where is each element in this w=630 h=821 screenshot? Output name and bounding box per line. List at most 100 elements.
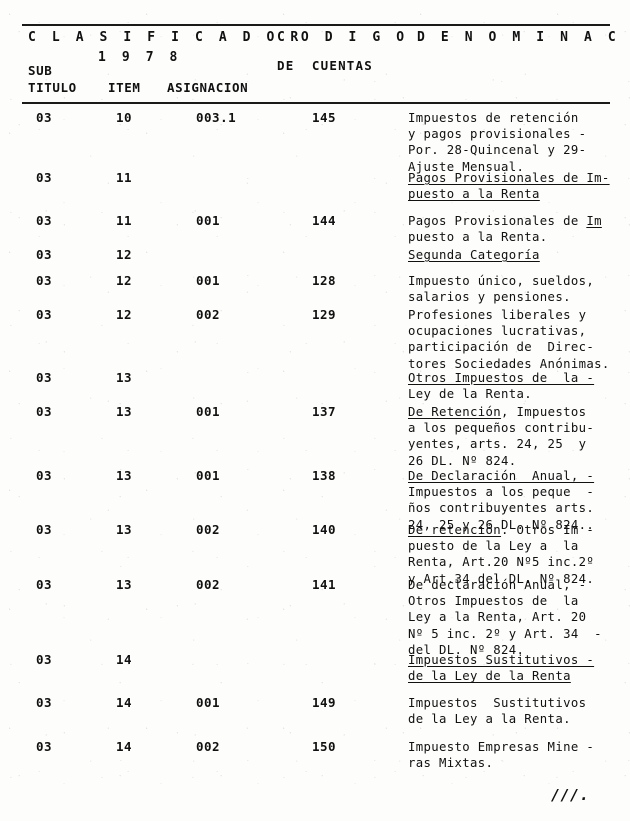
denominacion-line: Ajuste Mensual.	[408, 159, 525, 174]
cell-denominacion: Impuestos Sustitutivos - de la Ley de la …	[408, 652, 630, 684]
cell-subtitulo: 03	[36, 577, 53, 592]
table-row: 03 10 003.1 145 Impuestos de retención y pago…	[0, 110, 630, 175]
row-codes: 03 13 002 140	[0, 522, 400, 538]
cell-item: 11	[116, 170, 133, 185]
cell-asignacion: 003.1	[196, 110, 237, 125]
row-codes: 03 12 002 129	[0, 307, 400, 323]
denominacion-line: yentes, arts. 24, 25 y	[408, 437, 587, 452]
cell-subtitulo: 03	[36, 307, 53, 322]
denominacion-line: Profesiones liberales y	[408, 308, 587, 322]
denominacion-line: De Declaración Anual, -	[408, 469, 595, 483]
cell-denominacion: De retención. Otros Im - puesto de la Ley…	[408, 522, 630, 587]
column-header-asignacion: ASIGNACION	[167, 80, 249, 95]
cell-subtitulo: 03	[36, 370, 53, 385]
row-codes: 03 13 002 141	[0, 577, 400, 593]
denominacion-line: 26 DL. Nº 824.	[408, 453, 517, 468]
cell-asignacion: 002	[196, 307, 221, 322]
table-row: 03 11 Pagos Provisionales de Im-puesto a l…	[0, 170, 630, 202]
cell-codigo: 129	[312, 307, 337, 322]
header-top-rule	[22, 24, 610, 26]
denominacion-line: Impuestos Sustitutivos -	[408, 653, 595, 667]
cell-item: 12	[116, 273, 133, 288]
cell-asignacion: 001	[196, 213, 221, 228]
table-row: 03 12 002 129 Profesiones liberales y ocupaci…	[0, 307, 630, 372]
row-codes: 03 14 002 150	[0, 739, 400, 755]
table-row: 03 13 001 137 De Retención, Impuestos a los p…	[0, 404, 630, 469]
cell-denominacion: Segunda Categoría	[408, 247, 630, 263]
denominacion-line: De declaración Anual, -	[408, 578, 587, 592]
header-clasificador-label: C L A S I F I C A D O R	[28, 30, 303, 45]
row-codes: 03 13 001 138	[0, 468, 400, 484]
row-codes: 03 12	[0, 247, 400, 263]
cell-subtitulo: 03	[36, 404, 53, 419]
denominacion-line: 24, 25 y 26 DL. Nº 824..	[408, 517, 595, 532]
cell-item: 13	[116, 404, 133, 419]
table-row: 03 11 001 144 Pagos Provisionales de Im puest…	[0, 213, 630, 245]
denominacion-line: participación de Direc-	[408, 340, 595, 355]
header-de-cuentas-label: DE CUENTAS	[277, 58, 373, 73]
cell-codigo: 141	[312, 577, 337, 592]
denominacion-line: Impuestos Sustitutivos	[408, 696, 587, 710]
cell-codigo: 137	[312, 404, 337, 419]
cell-denominacion: Impuestos Sustitutivos de la Ley a la Ren…	[408, 695, 630, 727]
table-row: 03 14 002 150 Impuesto Empresas Mine - ras Mi…	[0, 739, 630, 771]
cell-denominacion: Profesiones liberales y ocupaciones lucra…	[408, 307, 630, 372]
table-row: 03 14 001 149 Impuestos Sustitutivos de la Le…	[0, 695, 630, 727]
cell-denominacion: Pagos Provisionales de Im-puesto a la Re…	[408, 170, 630, 202]
row-codes: 03 11	[0, 170, 400, 186]
cell-item: 12	[116, 247, 133, 262]
cell-item: 13	[116, 577, 133, 592]
denominacion-line: de la Ley de la Renta	[408, 669, 571, 684]
page-continuation-mark: ///.	[551, 786, 590, 804]
denominacion-underlined-term: Im	[586, 214, 602, 228]
denominacion-line: puesto de la Ley a la	[408, 539, 579, 554]
denominacion-line: De retención. Otros Im -	[408, 523, 595, 537]
cell-subtitulo: 03	[36, 522, 53, 537]
cell-codigo: 144	[312, 213, 337, 228]
cell-asignacion: 002	[196, 739, 221, 754]
denominacion-line: Pagos Provisionales de Im	[408, 214, 602, 228]
denominacion-line: y pagos provisionales -	[408, 127, 587, 142]
cell-item: 12	[116, 307, 133, 322]
denominacion-line: Impuestos de retención	[408, 111, 579, 125]
denominacion-line: Impuesto único, sueldos,	[408, 274, 595, 288]
denominacion-line: salarios y pensiones.	[408, 290, 571, 305]
denominacion-line: Pagos Provisionales de Im-	[408, 171, 610, 185]
table-row: 03 12 001 128 Impuesto único, sueldos, salari…	[0, 273, 630, 305]
table-row: 03 13 Otros Impuestos de la - Ley de la Ren…	[0, 370, 630, 402]
denominacion-line: puesto a la Renta.	[408, 230, 548, 245]
denominacion-line: Otros Impuestos de la -	[408, 371, 595, 385]
denominacion-line: ras Mixtas.	[408, 756, 494, 771]
cell-item: 11	[116, 213, 133, 228]
cell-codigo: 140	[312, 522, 337, 537]
cell-codigo: 138	[312, 468, 337, 483]
cell-denominacion: Impuesto único, sueldos, salarios y pensi…	[408, 273, 630, 305]
row-codes: 03 14	[0, 652, 400, 668]
denominacion-line: Nº 5 inc. 2º y Art. 34 -	[408, 626, 602, 641]
denominacion-line: Impuestos a los peque -	[408, 485, 595, 500]
denominacion-line: del DL. Nº 824.	[408, 642, 525, 657]
denominacion-line: Impuesto Empresas Mine -	[408, 740, 595, 754]
cell-asignacion: 001	[196, 468, 221, 483]
row-codes: 03 14 001 149	[0, 695, 400, 711]
cell-codigo: 128	[312, 273, 337, 288]
table-row: 03 14 Impuestos Sustitutivos - de la Ley de…	[0, 652, 630, 684]
cell-denominacion: Impuestos de retención y pagos provisiona…	[408, 110, 630, 175]
row-codes: 03 12 001 128	[0, 273, 400, 289]
table-row: 03 13 001 138 De Declaración Anual, - Impuest…	[0, 468, 630, 533]
row-codes: 03 13	[0, 370, 400, 386]
denominacion-underlined-term: De retención	[408, 523, 502, 537]
denominacion-line: tores Sociedades Anónimas.	[408, 356, 610, 371]
cell-item: 13	[116, 522, 133, 537]
cell-subtitulo: 03	[36, 247, 53, 262]
cell-denominacion: De Declaración Anual, - Impuestos a los p…	[408, 468, 630, 533]
cell-denominacion: Pagos Provisionales de Im puesto a la Ren…	[408, 213, 630, 245]
table-row: 03 13 002 141 De declaración Anual, - Otros I…	[0, 577, 630, 658]
cell-subtitulo: 03	[36, 170, 53, 185]
header-bottom-rule	[22, 102, 610, 104]
denominacion-line: y Art.34 del DL. Nº 824.	[408, 571, 595, 586]
denominacion-line: Otros Impuestos de la	[408, 594, 579, 609]
denominacion-line: Por. 28-Quincenal y 29-	[408, 143, 587, 158]
denominacion-line: de la Ley a la Renta.	[408, 712, 571, 727]
